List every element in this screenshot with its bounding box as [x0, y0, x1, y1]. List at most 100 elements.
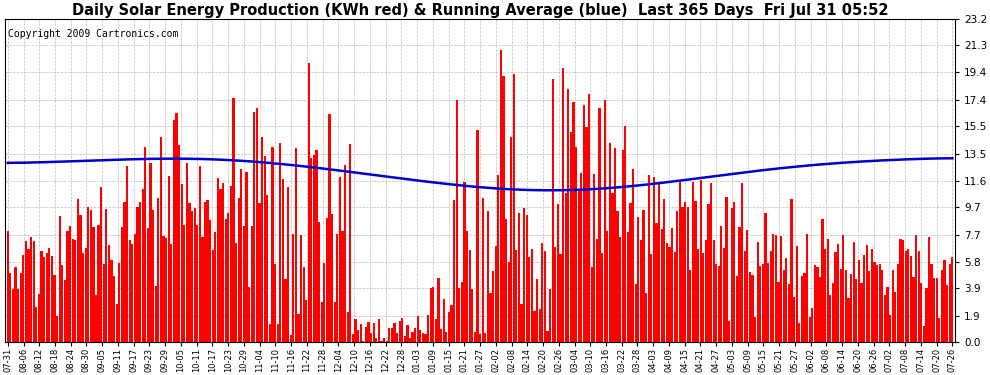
Bar: [466, 231, 468, 342]
Bar: [865, 245, 868, 342]
Bar: [907, 249, 910, 342]
Bar: [852, 242, 854, 342]
Bar: [129, 240, 131, 342]
Bar: [191, 211, 193, 342]
Bar: [585, 128, 587, 342]
Bar: [811, 308, 814, 342]
Bar: [41, 251, 43, 342]
Bar: [840, 269, 842, 342]
Text: Copyright 2009 Cartronics.com: Copyright 2009 Cartronics.com: [8, 28, 178, 39]
Bar: [544, 251, 546, 342]
Bar: [349, 144, 351, 342]
Bar: [702, 253, 704, 342]
Bar: [539, 309, 541, 342]
Bar: [850, 274, 852, 342]
Bar: [660, 229, 663, 342]
Bar: [204, 202, 206, 342]
Bar: [157, 198, 159, 342]
Bar: [905, 251, 907, 342]
Bar: [764, 213, 766, 342]
Bar: [734, 202, 736, 342]
Bar: [842, 234, 844, 342]
Bar: [375, 338, 377, 342]
Bar: [788, 284, 790, 342]
Bar: [743, 251, 745, 342]
Bar: [923, 326, 925, 342]
Bar: [635, 284, 637, 342]
Bar: [892, 270, 894, 342]
Bar: [526, 215, 528, 342]
Bar: [567, 88, 569, 342]
Bar: [297, 314, 300, 342]
Bar: [30, 237, 33, 342]
Bar: [453, 200, 455, 342]
Bar: [611, 193, 614, 342]
Bar: [521, 304, 523, 342]
Bar: [536, 279, 539, 342]
Bar: [860, 282, 862, 342]
Bar: [830, 295, 832, 342]
Bar: [69, 226, 71, 342]
Bar: [321, 302, 323, 342]
Bar: [404, 336, 406, 342]
Bar: [25, 242, 27, 342]
Bar: [196, 225, 198, 342]
Bar: [87, 207, 89, 342]
Bar: [748, 273, 751, 342]
Bar: [577, 190, 580, 342]
Bar: [246, 172, 248, 342]
Bar: [876, 265, 878, 342]
Bar: [364, 327, 367, 342]
Bar: [844, 270, 847, 342]
Bar: [809, 317, 811, 342]
Bar: [721, 226, 723, 342]
Bar: [936, 278, 938, 342]
Bar: [902, 240, 904, 342]
Bar: [255, 108, 258, 342]
Bar: [357, 330, 359, 342]
Bar: [427, 315, 430, 342]
Bar: [383, 338, 385, 342]
Bar: [928, 237, 930, 342]
Bar: [406, 325, 409, 342]
Bar: [409, 338, 411, 342]
Bar: [894, 292, 896, 342]
Bar: [645, 292, 647, 342]
Bar: [433, 287, 435, 342]
Bar: [476, 130, 478, 342]
Bar: [420, 330, 422, 342]
Bar: [351, 334, 354, 342]
Bar: [772, 234, 774, 342]
Bar: [515, 249, 518, 342]
Bar: [95, 295, 97, 342]
Bar: [899, 239, 902, 342]
Bar: [502, 76, 505, 342]
Bar: [673, 252, 676, 342]
Bar: [342, 231, 344, 342]
Bar: [53, 275, 55, 342]
Bar: [463, 182, 465, 342]
Bar: [56, 316, 58, 342]
Bar: [105, 209, 108, 342]
Bar: [220, 189, 222, 342]
Bar: [329, 114, 331, 342]
Bar: [295, 148, 297, 342]
Bar: [915, 235, 917, 342]
Bar: [542, 243, 544, 342]
Bar: [609, 143, 611, 342]
Bar: [460, 282, 463, 342]
Bar: [145, 147, 147, 342]
Bar: [572, 102, 574, 342]
Bar: [762, 264, 764, 342]
Bar: [627, 232, 629, 342]
Bar: [412, 332, 414, 342]
Bar: [212, 250, 214, 342]
Bar: [370, 333, 372, 342]
Bar: [531, 249, 533, 342]
Bar: [310, 158, 313, 342]
Bar: [417, 316, 419, 342]
Bar: [422, 333, 424, 342]
Bar: [468, 251, 471, 342]
Bar: [606, 231, 608, 342]
Bar: [666, 243, 668, 342]
